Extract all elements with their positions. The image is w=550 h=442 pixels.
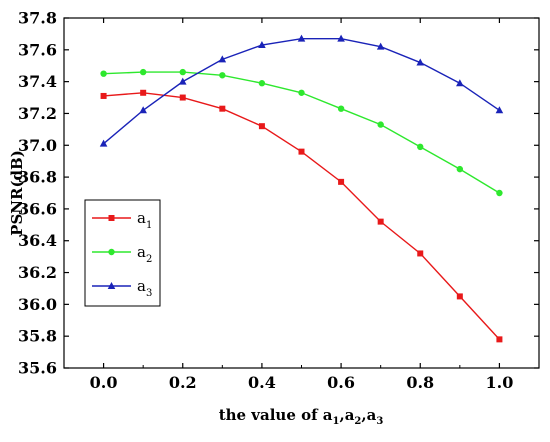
data-point: [456, 165, 464, 173]
data-point: [337, 105, 345, 112]
legend-item-a2: a2: [92, 243, 152, 265]
legend-marker: [107, 282, 116, 289]
data-point: [140, 89, 147, 96]
data-point: [100, 70, 107, 77]
data-point: [297, 34, 306, 42]
data-point: [496, 336, 503, 343]
data-point: [219, 105, 226, 112]
data-point: [495, 106, 504, 114]
y-axis: 35.6 35.8 36.0 36.2 36.4 36.6 36.8 37.0 37.2 37.4…: [18, 9, 539, 378]
data-point: [139, 106, 147, 114]
legend-marker: [108, 248, 115, 256]
x-tick-label: 0.6: [327, 373, 355, 392]
legend-item-a1: a1: [92, 209, 152, 231]
data-point: [219, 72, 226, 79]
y-tick-label: 37.8: [18, 9, 57, 28]
data-point: [456, 79, 464, 87]
x-tick-label: 0.2: [169, 373, 197, 392]
y-tick-label: 36.8: [18, 168, 57, 187]
legend-label: a3: [137, 277, 152, 299]
data-point: [298, 89, 305, 96]
series-a3: [99, 34, 504, 147]
data-point: [258, 41, 266, 49]
y-tick-label: 36.0: [18, 295, 57, 314]
data-point: [496, 189, 503, 197]
y-tick-label: 36.2: [18, 263, 57, 282]
data-point: [338, 178, 345, 185]
data-point: [218, 55, 227, 63]
legend: a1 a2 a3: [84, 199, 161, 307]
data-point: [258, 80, 266, 87]
x-tick-label: 0.0: [90, 373, 118, 392]
y-tick-label: 37.0: [18, 136, 57, 155]
x-tick-label: 1.0: [485, 373, 513, 392]
x-tick-label: 0.8: [406, 373, 434, 392]
plot-frame: [63, 17, 540, 369]
data-point: [179, 68, 186, 76]
y-tick-label: 36.6: [18, 199, 57, 218]
data-point: [377, 121, 384, 128]
series-line: [103, 92, 500, 340]
data-point: [179, 94, 186, 101]
data-point: [258, 123, 265, 130]
series-layer: [99, 34, 504, 343]
data-point: [417, 250, 424, 257]
legend-label: a2: [137, 243, 152, 265]
legend-marker: [108, 215, 115, 221]
data-point: [416, 58, 425, 66]
data-point: [139, 68, 147, 76]
data-point: [178, 77, 187, 85]
y-tick-label: 37.6: [18, 40, 57, 59]
legend-label: a1: [137, 209, 152, 231]
y-tick-label: 36.4: [18, 231, 57, 250]
y-tick-label: 37.2: [18, 104, 57, 123]
series-a1: [100, 89, 503, 343]
legend-item-a3: a3: [92, 277, 152, 299]
data-point: [298, 148, 305, 155]
data-point: [100, 92, 107, 99]
data-point: [376, 42, 385, 50]
data-point: [337, 34, 345, 42]
data-point: [417, 143, 424, 151]
data-point: [99, 139, 108, 147]
data-point: [377, 218, 384, 225]
y-axis-title: PSNR(dB): [8, 150, 26, 236]
x-axis: 0.0 0.2 0.4 0.6 0.8 1.0: [90, 18, 513, 392]
y-tick-label: 35.6: [18, 359, 57, 378]
y-tick-label: 37.4: [18, 72, 57, 91]
data-point: [456, 293, 463, 300]
x-axis-title: the value of a1,a2,a3: [219, 406, 384, 427]
y-tick-label: 35.8: [18, 327, 57, 346]
x-tick-label: 0.4: [248, 373, 276, 392]
series-a2: [100, 68, 503, 197]
